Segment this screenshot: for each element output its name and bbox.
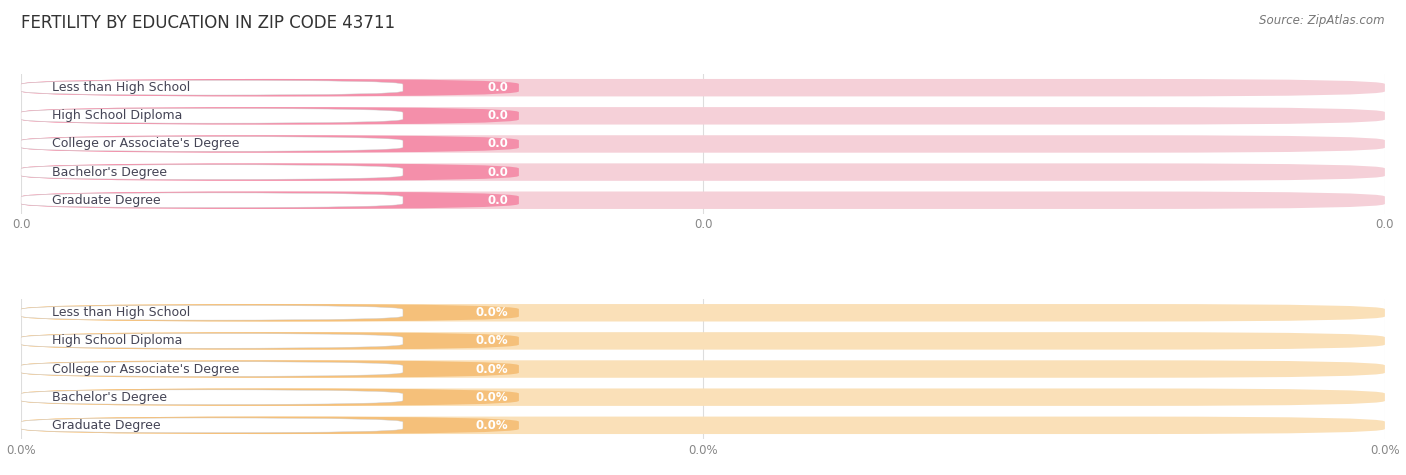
Text: 0.0: 0.0: [486, 194, 508, 207]
FancyBboxPatch shape: [21, 79, 519, 96]
FancyBboxPatch shape: [21, 304, 1385, 322]
FancyBboxPatch shape: [21, 417, 519, 434]
FancyBboxPatch shape: [21, 135, 1385, 152]
Text: 0.0%: 0.0%: [475, 334, 508, 347]
FancyBboxPatch shape: [21, 417, 1385, 434]
Text: Bachelor's Degree: Bachelor's Degree: [52, 390, 167, 404]
Text: 0.0: 0.0: [486, 109, 508, 123]
FancyBboxPatch shape: [21, 108, 404, 123]
FancyBboxPatch shape: [21, 304, 519, 322]
FancyBboxPatch shape: [21, 193, 404, 208]
FancyBboxPatch shape: [21, 361, 1385, 378]
FancyBboxPatch shape: [21, 107, 1385, 124]
Text: Graduate Degree: Graduate Degree: [52, 419, 160, 432]
FancyBboxPatch shape: [21, 333, 404, 348]
FancyBboxPatch shape: [21, 332, 1385, 350]
Text: 0.0: 0.0: [486, 137, 508, 151]
FancyBboxPatch shape: [21, 361, 404, 376]
Text: Bachelor's Degree: Bachelor's Degree: [52, 166, 167, 179]
Text: Less than High School: Less than High School: [52, 306, 190, 319]
Text: College or Associate's Degree: College or Associate's Degree: [52, 362, 239, 376]
FancyBboxPatch shape: [21, 107, 519, 124]
Text: Graduate Degree: Graduate Degree: [52, 194, 160, 207]
FancyBboxPatch shape: [21, 390, 404, 405]
Text: FERTILITY BY EDUCATION IN ZIP CODE 43711: FERTILITY BY EDUCATION IN ZIP CODE 43711: [21, 14, 395, 32]
Text: 0.0%: 0.0%: [475, 306, 508, 319]
FancyBboxPatch shape: [21, 418, 404, 433]
FancyBboxPatch shape: [21, 332, 519, 350]
FancyBboxPatch shape: [21, 163, 1385, 181]
FancyBboxPatch shape: [21, 165, 404, 180]
FancyBboxPatch shape: [21, 163, 519, 181]
Text: Source: ZipAtlas.com: Source: ZipAtlas.com: [1260, 14, 1385, 27]
Text: 0.0%: 0.0%: [475, 419, 508, 432]
FancyBboxPatch shape: [21, 389, 519, 406]
Text: 0.0%: 0.0%: [475, 390, 508, 404]
FancyBboxPatch shape: [21, 191, 519, 209]
Text: 0.0: 0.0: [486, 166, 508, 179]
FancyBboxPatch shape: [21, 135, 519, 152]
FancyBboxPatch shape: [21, 389, 1385, 406]
FancyBboxPatch shape: [21, 305, 404, 320]
FancyBboxPatch shape: [21, 79, 1385, 96]
FancyBboxPatch shape: [21, 80, 404, 95]
Text: Less than High School: Less than High School: [52, 81, 190, 94]
FancyBboxPatch shape: [21, 361, 519, 378]
Text: 0.0: 0.0: [486, 81, 508, 94]
Text: 0.0%: 0.0%: [475, 362, 508, 376]
FancyBboxPatch shape: [21, 137, 404, 152]
Text: High School Diploma: High School Diploma: [52, 334, 181, 347]
Text: College or Associate's Degree: College or Associate's Degree: [52, 137, 239, 151]
FancyBboxPatch shape: [21, 191, 1385, 209]
Text: High School Diploma: High School Diploma: [52, 109, 181, 123]
